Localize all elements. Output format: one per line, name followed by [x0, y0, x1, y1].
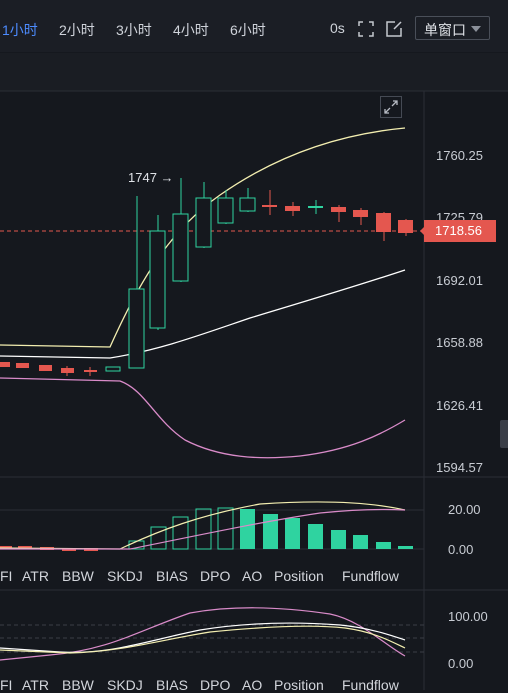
tab-3h[interactable]: 3小时: [116, 22, 152, 38]
ma-middle-line: [0, 269, 406, 359]
sub1-tick-high: 20.00: [448, 502, 481, 517]
indicator-tab-bias[interactable]: BIAS: [156, 568, 188, 584]
current-price-badge: 1718.56: [420, 220, 496, 242]
expand-icon[interactable]: [380, 96, 402, 118]
price-tick-4: 1658.88: [436, 335, 483, 350]
ma-lower-line: [0, 377, 406, 459]
indicator-tab-dpo-2[interactable]: DPO: [200, 677, 231, 693]
sub2-tick-low: 0.00: [448, 656, 474, 671]
top-toolbar: 1小时 2小时 3小时 4小时 6小时 0s 单窗口: [0, 0, 508, 52]
current-price-value: 1718.56: [435, 223, 482, 238]
candles-left: [0, 362, 121, 376]
window-select-label: 单窗口: [424, 22, 466, 38]
indicator-tab-skdj[interactable]: SKDJ: [107, 568, 143, 584]
indicator-tab-bbw[interactable]: BBW: [62, 568, 94, 584]
indicator-tab-atr-2[interactable]: ATR: [22, 677, 49, 693]
price-tick-1: 1760.25: [436, 148, 483, 163]
sub2-j-line: [0, 625, 406, 654]
indicator-tab-fi-2[interactable]: FI: [0, 677, 13, 693]
indicator-tab-fundflow-2[interactable]: Fundflow: [342, 677, 399, 693]
indicator-tab-fundflow[interactable]: Fundflow: [342, 568, 399, 584]
sub1-slow-line: [0, 508, 406, 550]
price-tick-6: 1594.57: [436, 460, 483, 475]
indicator-tab-ao-2[interactable]: AO: [242, 677, 263, 693]
candles-main: [128, 178, 413, 369]
chevron-down-icon: [471, 26, 481, 32]
sub1-histogram: [0, 507, 413, 551]
indicator-tab-dpo[interactable]: DPO: [200, 568, 231, 584]
indicator-tab-atr[interactable]: ATR: [22, 568, 49, 584]
indicator-tab-bbw-2[interactable]: BBW: [62, 677, 94, 693]
sub1-signal-line: [0, 501, 406, 550]
tab-2h[interactable]: 2小时: [59, 22, 95, 38]
indicator-tab-position-2[interactable]: Position: [274, 677, 324, 693]
window-select[interactable]: 单窗口: [415, 16, 490, 40]
header-band: [0, 53, 508, 91]
sub2-tick-high: 100.00: [448, 609, 488, 624]
max-price-annotation: 1747 →: [128, 170, 174, 185]
side-panel-handle[interactable]: [500, 420, 508, 448]
indicator-tab-fi[interactable]: FI: [0, 568, 13, 584]
tab-1h[interactable]: 1小时: [2, 22, 38, 38]
indicator-tab-skdj-2[interactable]: SKDJ: [107, 677, 143, 693]
price-tick-5: 1626.41: [436, 398, 483, 413]
price-tick-3: 1692.01: [436, 273, 483, 288]
fullscreen-icon[interactable]: [358, 21, 374, 37]
seconds-toggle[interactable]: 0s: [330, 20, 345, 36]
indicator-tab-bias-2[interactable]: BIAS: [156, 677, 188, 693]
indicator-tab-position[interactable]: Position: [274, 568, 324, 584]
indicator-tab-ao[interactable]: AO: [242, 568, 263, 584]
tab-4h[interactable]: 4小时: [173, 22, 209, 38]
tab-6h[interactable]: 6小时: [230, 22, 266, 38]
edit-icon[interactable]: [386, 21, 402, 37]
sub1-tick-low: 0.00: [448, 542, 474, 557]
